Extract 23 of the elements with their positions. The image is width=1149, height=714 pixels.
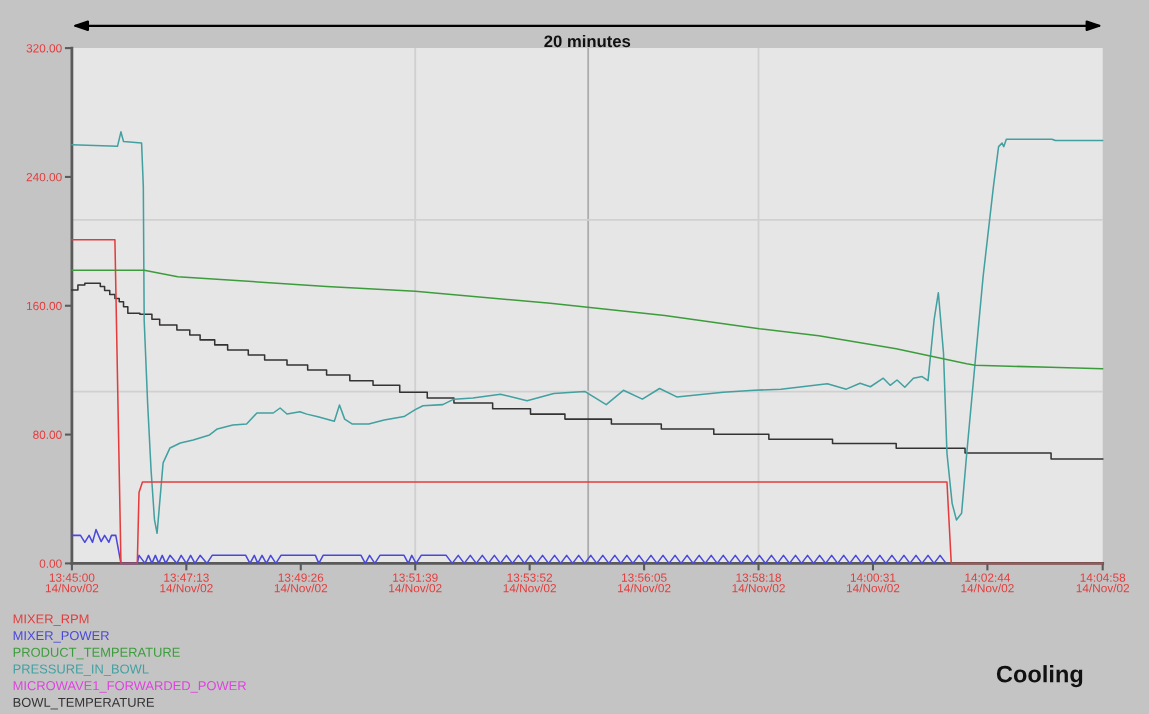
y-tick-label: 320.00 bbox=[26, 44, 62, 53]
text: PRODUCT_TEMPERATURE bbox=[13, 647, 180, 660]
text: PRESSURE_IN_BOWL bbox=[13, 664, 149, 676]
y-tick-label: 0.00 bbox=[39, 559, 62, 568]
text: MIXER_RPM bbox=[13, 614, 89, 626]
x-tick-label: 14:00:31 14/Nov/02 bbox=[846, 573, 900, 593]
legend-label: MICROWAVE1_FORWARDED_POWER bbox=[13, 681, 246, 693]
text: 20 minutes bbox=[544, 34, 631, 48]
x-tick-label: 13:53:52 14/Nov/02 bbox=[503, 573, 556, 593]
y-tick-label: 80.00 bbox=[33, 430, 62, 439]
text: Cooling bbox=[996, 665, 1083, 688]
text: BOWL_TEMPERATURE bbox=[13, 697, 154, 710]
text: MIXER_POWER bbox=[13, 631, 109, 643]
x-tick-label: 14:04:58 14/Nov/02 bbox=[1076, 573, 1130, 593]
x-tick-label: 13:51:39 14/Nov/02 bbox=[389, 573, 442, 593]
y-tick-label: 240.00 bbox=[26, 172, 62, 182]
x-tick-label: 13:56:05 14/Nov/02 bbox=[618, 573, 671, 593]
x-tick-label: 14:02:44 14/Nov/02 bbox=[961, 573, 1014, 593]
x-tick-label: 13:45:00 14/Nov/02 bbox=[45, 573, 99, 593]
x-tick-label: 13:58:18 14/Nov/02 bbox=[732, 573, 785, 593]
x-tick-label: 13:47:13 14/Nov/02 bbox=[160, 573, 213, 593]
y-tick-label: 160.00 bbox=[26, 301, 62, 311]
x-tick-label: 13:49:26 14/Nov/02 bbox=[274, 573, 328, 593]
